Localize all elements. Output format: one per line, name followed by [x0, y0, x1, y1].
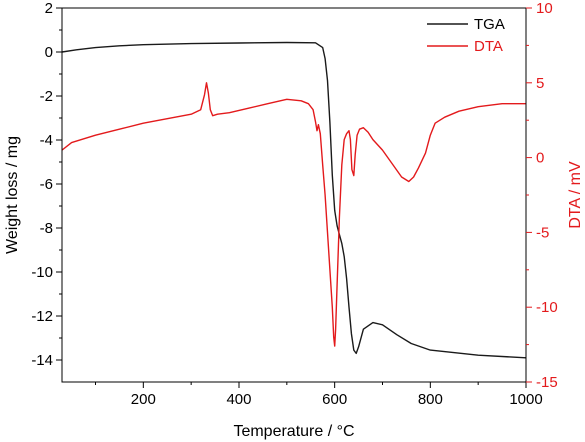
y-tick-label: -14 [31, 352, 53, 369]
y-tick-label: 0 [45, 44, 53, 61]
series-line-dta [62, 82, 526, 347]
legend-label-tga: TGA [474, 16, 505, 33]
x-tick-label: 600 [322, 391, 347, 408]
y-axis-title: Weight loss / mg [4, 136, 21, 254]
y2-tick-label: -5 [536, 224, 549, 241]
y-tick-label: -10 [31, 264, 53, 281]
y-tick-label: -8 [40, 220, 53, 237]
x-tick-label: 800 [418, 391, 443, 408]
x-tick-label: 1000 [509, 391, 542, 408]
y-tick-label: 2 [45, 0, 53, 17]
y-tick-label: -12 [31, 308, 53, 325]
y2-tick-label: -15 [536, 374, 558, 391]
y-tick-label: -6 [40, 176, 53, 193]
y-tick-label: -2 [40, 88, 53, 105]
legend-label-dta: DTA [474, 38, 503, 55]
y2-tick-label: 0 [536, 150, 544, 167]
legend: TGA DTA [427, 16, 505, 55]
y-tick-label: -4 [40, 132, 53, 149]
x-tick-label: 200 [131, 391, 156, 408]
x-axis-title: Temperature / °C [233, 423, 354, 440]
plot-frame [61, 7, 527, 383]
y2-axis-title: DTA / mV [567, 161, 584, 229]
x-tick-label: 400 [226, 391, 251, 408]
y2-tick-label: -10 [536, 299, 558, 316]
y2-tick-label: 5 [536, 75, 544, 92]
y2-tick-label: 10 [536, 0, 553, 17]
series-line-tga [62, 41, 526, 359]
